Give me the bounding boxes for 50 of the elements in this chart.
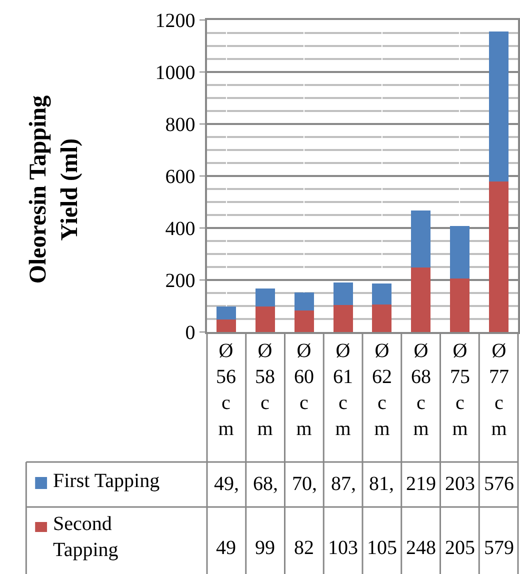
y-tick-label: 400 bbox=[165, 218, 196, 240]
data-label: 579 bbox=[484, 537, 514, 559]
bar bbox=[294, 310, 314, 332]
x-tick-label: Ø 58 cm bbox=[255, 340, 275, 440]
x-tick-label: Ø 62 cm bbox=[372, 340, 392, 440]
x-tick-label: Ø 75 cm bbox=[450, 340, 470, 440]
bar bbox=[450, 226, 470, 279]
data-label: 82 bbox=[294, 537, 314, 559]
y-tick-label: 1200 bbox=[155, 10, 196, 32]
bar bbox=[216, 306, 236, 320]
data-label: 99 bbox=[255, 537, 275, 559]
y-tick-label: 800 bbox=[165, 114, 196, 136]
y-tick-label: 200 bbox=[165, 270, 196, 292]
y-tick-label: 600 bbox=[165, 166, 196, 188]
bar bbox=[411, 210, 431, 268]
y-axis-title: Oleoresin Tapping Yield (ml) bbox=[26, 95, 83, 284]
x-tick-label: Ø 77 cm bbox=[489, 340, 509, 440]
bar bbox=[372, 284, 392, 305]
data-label: 81, bbox=[369, 473, 394, 495]
y-tick-label: 0 bbox=[185, 322, 196, 344]
bar bbox=[256, 288, 276, 306]
data-label: 68, bbox=[253, 473, 278, 495]
bar bbox=[488, 181, 508, 332]
data-label: 87, bbox=[331, 473, 356, 495]
data-label: 203 bbox=[445, 473, 475, 495]
data-label: 103 bbox=[328, 537, 358, 559]
bar bbox=[488, 32, 508, 182]
data-label: 205 bbox=[445, 537, 475, 559]
bar bbox=[216, 319, 236, 332]
legend-label: Second Tapping bbox=[53, 513, 118, 561]
bar bbox=[294, 292, 314, 311]
data-label: 49, bbox=[214, 473, 239, 495]
y-tick-label: 1000 bbox=[155, 62, 196, 84]
bar bbox=[256, 306, 276, 332]
x-tick-label: Ø 60 cm bbox=[294, 340, 314, 440]
data-label: 576 bbox=[484, 473, 514, 495]
data-label: 70, bbox=[292, 473, 317, 495]
bar bbox=[333, 305, 353, 332]
bar bbox=[372, 304, 392, 332]
bar bbox=[450, 278, 470, 332]
data-label: 49 bbox=[216, 537, 236, 559]
data-label: 105 bbox=[367, 537, 397, 559]
bar bbox=[411, 268, 431, 332]
legend-label: First Tapping bbox=[53, 470, 160, 492]
data-label: 248 bbox=[406, 537, 436, 559]
x-tick-label: Ø 61 cm bbox=[333, 340, 353, 440]
bar bbox=[333, 282, 353, 306]
x-tick-label: Ø 68 cm bbox=[411, 340, 431, 440]
data-label: 219 bbox=[406, 473, 436, 495]
x-tick-label: Ø 56 cm bbox=[216, 340, 236, 440]
